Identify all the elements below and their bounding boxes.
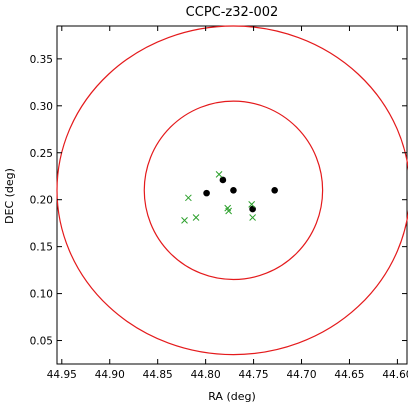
point-x-7	[248, 201, 256, 208]
y-tick-label: 0.30	[30, 101, 53, 113]
point-x-4	[215, 170, 223, 178]
point-circle-2	[219, 176, 227, 184]
x-axis-label: RA (deg)	[208, 390, 256, 403]
y-tick-label: 0.20	[30, 195, 53, 207]
y-tick-label: 0.05	[30, 336, 53, 348]
x-tick-label: 44.80	[191, 369, 221, 381]
chart-title: CCPC-z32-002	[186, 5, 279, 20]
point-x-2	[185, 194, 192, 202]
x-tick-label: 44.90	[95, 369, 125, 381]
x-tick-label: 44.85	[143, 369, 173, 381]
point-x-3	[192, 214, 200, 221]
y-axis-label: DEC (deg)	[3, 168, 16, 224]
y-tick-label: 0.35	[30, 54, 53, 66]
point-circle-5	[271, 187, 278, 194]
x-tick-label: 44.60	[382, 369, 408, 381]
y-tick-label: 0.10	[30, 289, 53, 301]
y-tick-label: 0.15	[30, 242, 53, 254]
region-circle-2	[143, 100, 324, 281]
x-tick-label: 44.70	[286, 369, 316, 381]
point-circle-1	[203, 189, 210, 197]
point-circle-3	[230, 187, 237, 194]
x-tick-label: 44.95	[47, 369, 77, 381]
y-tick-label: 0.25	[30, 148, 53, 160]
plot-frame	[56, 25, 408, 365]
x-tick-label: 44.75	[239, 369, 269, 381]
plot-marks	[56, 25, 408, 356]
point-x-1	[181, 216, 188, 224]
point-x-6	[225, 207, 232, 215]
point-circle-4	[249, 205, 256, 213]
x-tick-label: 44.65	[334, 369, 364, 381]
x-axis: 44.95 44.90 44.85 44.80 44.75 44.70 44.65 44.60	[47, 26, 408, 381]
y-axis: 0.05 0.10 0.15 0.20 0.25 0.30 0.35	[30, 54, 407, 348]
point-x-8	[249, 214, 256, 221]
region-circle-1	[56, 25, 408, 356]
